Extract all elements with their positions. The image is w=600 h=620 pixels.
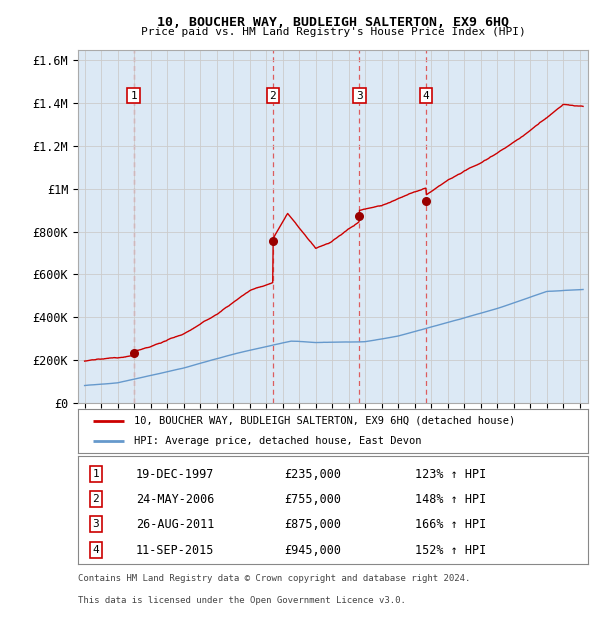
Text: 24-MAY-2006: 24-MAY-2006 — [136, 493, 214, 505]
Text: 148% ↑ HPI: 148% ↑ HPI — [415, 493, 486, 505]
Text: 152% ↑ HPI: 152% ↑ HPI — [415, 544, 486, 557]
Text: £945,000: £945,000 — [284, 544, 341, 557]
Text: 11-SEP-2015: 11-SEP-2015 — [136, 544, 214, 557]
Text: Contains HM Land Registry data © Crown copyright and database right 2024.: Contains HM Land Registry data © Crown c… — [78, 574, 470, 583]
Text: 19-DEC-1997: 19-DEC-1997 — [136, 467, 214, 481]
Text: 26-AUG-2011: 26-AUG-2011 — [136, 518, 214, 531]
Text: 2: 2 — [92, 494, 99, 504]
Text: 123% ↑ HPI: 123% ↑ HPI — [415, 467, 486, 481]
Text: 4: 4 — [92, 545, 99, 555]
Text: 166% ↑ HPI: 166% ↑ HPI — [415, 518, 486, 531]
Text: 1: 1 — [130, 91, 137, 100]
Text: £755,000: £755,000 — [284, 493, 341, 505]
Text: 3: 3 — [356, 91, 363, 100]
Text: This data is licensed under the Open Government Licence v3.0.: This data is licensed under the Open Gov… — [78, 596, 406, 605]
Text: 2: 2 — [269, 91, 276, 100]
Text: Price paid vs. HM Land Registry's House Price Index (HPI): Price paid vs. HM Land Registry's House … — [140, 27, 526, 37]
Text: 1: 1 — [92, 469, 99, 479]
Text: 4: 4 — [423, 91, 430, 100]
Text: 3: 3 — [92, 519, 99, 529]
Text: 10, BOUCHER WAY, BUDLEIGH SALTERTON, EX9 6HQ: 10, BOUCHER WAY, BUDLEIGH SALTERTON, EX9… — [157, 16, 509, 29]
Text: HPI: Average price, detached house, East Devon: HPI: Average price, detached house, East… — [134, 436, 422, 446]
Text: £875,000: £875,000 — [284, 518, 341, 531]
Text: £235,000: £235,000 — [284, 467, 341, 481]
Text: 10, BOUCHER WAY, BUDLEIGH SALTERTON, EX9 6HQ (detached house): 10, BOUCHER WAY, BUDLEIGH SALTERTON, EX9… — [134, 416, 515, 426]
